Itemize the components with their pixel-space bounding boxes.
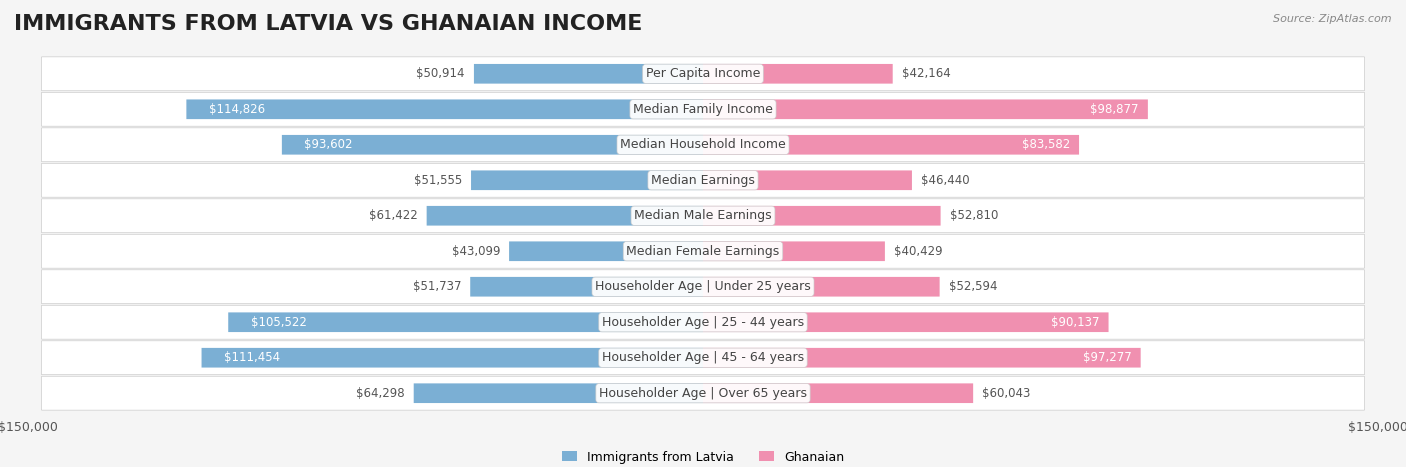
Text: $64,298: $64,298: [356, 387, 405, 400]
FancyBboxPatch shape: [474, 64, 703, 84]
Text: $50,914: $50,914: [416, 67, 465, 80]
Text: Householder Age | 45 - 64 years: Householder Age | 45 - 64 years: [602, 351, 804, 364]
FancyBboxPatch shape: [703, 312, 1108, 332]
Text: Per Capita Income: Per Capita Income: [645, 67, 761, 80]
FancyBboxPatch shape: [703, 383, 973, 403]
Text: $105,522: $105,522: [250, 316, 307, 329]
Legend: Immigrants from Latvia, Ghanaian: Immigrants from Latvia, Ghanaian: [557, 446, 849, 467]
FancyBboxPatch shape: [470, 277, 703, 297]
Text: $51,555: $51,555: [413, 174, 463, 187]
FancyBboxPatch shape: [187, 99, 703, 119]
Text: Median Earnings: Median Earnings: [651, 174, 755, 187]
Text: $83,582: $83,582: [1022, 138, 1070, 151]
FancyBboxPatch shape: [703, 206, 941, 226]
FancyBboxPatch shape: [703, 277, 939, 297]
Text: $46,440: $46,440: [921, 174, 970, 187]
FancyBboxPatch shape: [413, 383, 703, 403]
FancyBboxPatch shape: [42, 341, 1364, 375]
FancyBboxPatch shape: [703, 64, 893, 84]
FancyBboxPatch shape: [42, 57, 1364, 91]
FancyBboxPatch shape: [42, 92, 1364, 126]
FancyBboxPatch shape: [509, 241, 703, 261]
Text: Householder Age | Under 25 years: Householder Age | Under 25 years: [595, 280, 811, 293]
Text: Median Female Earnings: Median Female Earnings: [627, 245, 779, 258]
Text: $111,454: $111,454: [224, 351, 280, 364]
Text: $90,137: $90,137: [1052, 316, 1099, 329]
FancyBboxPatch shape: [42, 234, 1364, 268]
Text: $93,602: $93,602: [304, 138, 353, 151]
Text: $52,810: $52,810: [949, 209, 998, 222]
Text: Median Family Income: Median Family Income: [633, 103, 773, 116]
Text: $42,164: $42,164: [901, 67, 950, 80]
FancyBboxPatch shape: [228, 312, 703, 332]
Text: $114,826: $114,826: [209, 103, 264, 116]
FancyBboxPatch shape: [703, 135, 1078, 155]
Text: Median Male Earnings: Median Male Earnings: [634, 209, 772, 222]
FancyBboxPatch shape: [42, 128, 1364, 162]
Text: $40,429: $40,429: [894, 245, 942, 258]
Text: Source: ZipAtlas.com: Source: ZipAtlas.com: [1274, 14, 1392, 24]
Text: Householder Age | Over 65 years: Householder Age | Over 65 years: [599, 387, 807, 400]
Text: $51,737: $51,737: [413, 280, 461, 293]
Text: IMMIGRANTS FROM LATVIA VS GHANAIAN INCOME: IMMIGRANTS FROM LATVIA VS GHANAIAN INCOM…: [14, 14, 643, 34]
Text: $60,043: $60,043: [983, 387, 1031, 400]
FancyBboxPatch shape: [703, 99, 1147, 119]
FancyBboxPatch shape: [703, 241, 884, 261]
FancyBboxPatch shape: [42, 270, 1364, 304]
Text: $97,277: $97,277: [1083, 351, 1132, 364]
FancyBboxPatch shape: [281, 135, 703, 155]
Text: $43,099: $43,099: [451, 245, 501, 258]
FancyBboxPatch shape: [703, 170, 912, 190]
FancyBboxPatch shape: [42, 163, 1364, 197]
Text: $98,877: $98,877: [1091, 103, 1139, 116]
FancyBboxPatch shape: [201, 348, 703, 368]
FancyBboxPatch shape: [426, 206, 703, 226]
FancyBboxPatch shape: [42, 376, 1364, 410]
FancyBboxPatch shape: [471, 170, 703, 190]
FancyBboxPatch shape: [703, 348, 1140, 368]
Text: Median Household Income: Median Household Income: [620, 138, 786, 151]
Text: Householder Age | 25 - 44 years: Householder Age | 25 - 44 years: [602, 316, 804, 329]
FancyBboxPatch shape: [42, 305, 1364, 339]
FancyBboxPatch shape: [42, 199, 1364, 233]
Text: $61,422: $61,422: [368, 209, 418, 222]
Text: $52,594: $52,594: [949, 280, 997, 293]
